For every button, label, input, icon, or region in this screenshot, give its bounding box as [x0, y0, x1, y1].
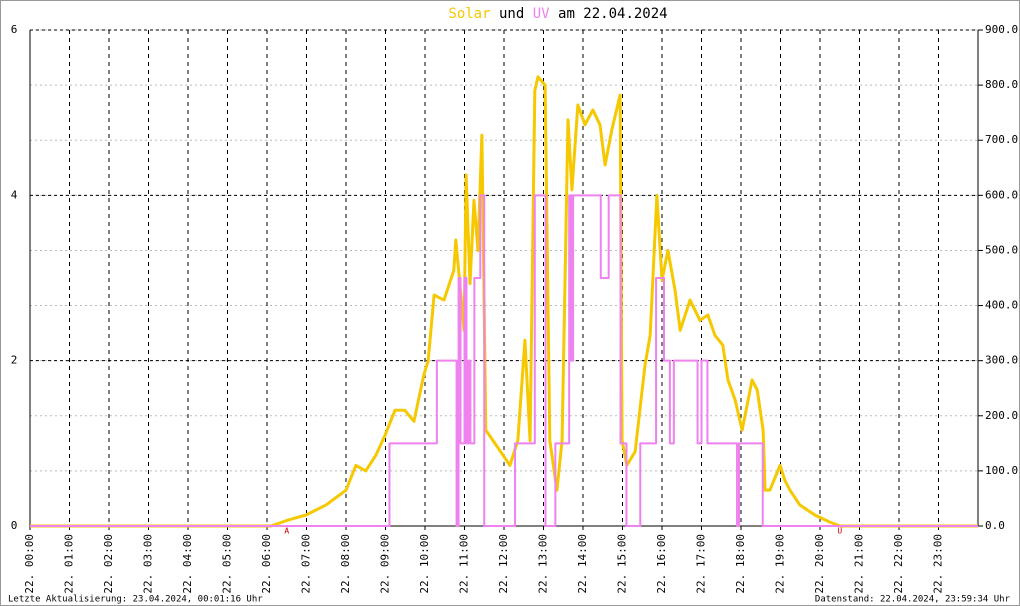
x-tick-label: 22. 12:00 [497, 534, 510, 594]
x-tick-label: 22. 06:00 [260, 534, 273, 594]
title-uv: UV [533, 6, 550, 22]
x-tick-label: 22. 22:00 [892, 534, 905, 594]
y2-tick-label: 900.0 [985, 23, 1018, 36]
y2-tick-label: 300.0 [985, 354, 1018, 367]
annotation: A [284, 527, 289, 536]
x-tick-label: 22. 17:00 [695, 534, 708, 594]
series-line [30, 75, 978, 528]
x-tick-label: 22. 20:00 [813, 534, 826, 594]
x-tick-label: 22. 04:00 [181, 534, 194, 594]
y2-tick-label: 100.0 [985, 464, 1018, 477]
y2-tick-label: 200.0 [985, 409, 1018, 422]
x-tick-label: 22. 18:00 [734, 534, 747, 594]
chart-title: Solar und UV am 22.04.2024 [448, 6, 667, 22]
y-tick-label: 0 [11, 519, 18, 532]
x-tick-label: 22. 01:00 [63, 534, 76, 594]
y2-tick-label: 800.0 [985, 78, 1018, 91]
y-tick-label: 6 [11, 23, 18, 36]
x-tick-label: 22. 23:00 [932, 534, 945, 594]
title-connector: und [499, 6, 524, 22]
x-tick-label: 22. 07:00 [300, 534, 313, 594]
x-tick-label: 22. 15:00 [616, 534, 629, 594]
title-date: am 22.04.2024 [558, 6, 668, 22]
y2-tick-label: 400.0 [985, 299, 1018, 312]
x-tick-label: 22. 13:00 [537, 534, 550, 594]
x-tick-label: 22. 19:00 [774, 534, 787, 594]
x-tick-label: 22. 02:00 [102, 534, 115, 594]
y-tick-label: 4 [11, 188, 18, 201]
x-tick-label: 22. 16:00 [655, 534, 668, 594]
x-tick-label: 22. 21:00 [853, 534, 866, 594]
x-tick-label: 22. 08:00 [339, 534, 352, 594]
title-solar: Solar [448, 6, 490, 22]
footer-right: Datenstand: 22.04.2024, 23:59:34 Uhr [815, 595, 1011, 605]
y2-tick-label: 0.0 [985, 519, 1005, 532]
annotation: U [837, 527, 842, 536]
y2-tick-label: 500.0 [985, 243, 1018, 256]
x-tick-label: 22. 14:00 [576, 534, 589, 594]
x-tick-label: 22. 00:00 [23, 534, 36, 594]
y2-tick-label: 600.0 [985, 188, 1018, 201]
x-tick-label: 22. 09:00 [379, 534, 392, 594]
x-tick-label: 22. 11:00 [458, 534, 471, 594]
x-tick-label: 22. 10:00 [418, 534, 431, 594]
series-line [30, 194, 978, 527]
y2-tick-label: 700.0 [985, 133, 1018, 146]
footer-left: Letzte Aktualisierung: 23.04.2024, 00:01… [8, 595, 263, 605]
x-tick-label: 22. 05:00 [221, 534, 234, 594]
x-tick-label: 22. 03:00 [142, 534, 155, 594]
y-tick-label: 2 [11, 354, 18, 367]
